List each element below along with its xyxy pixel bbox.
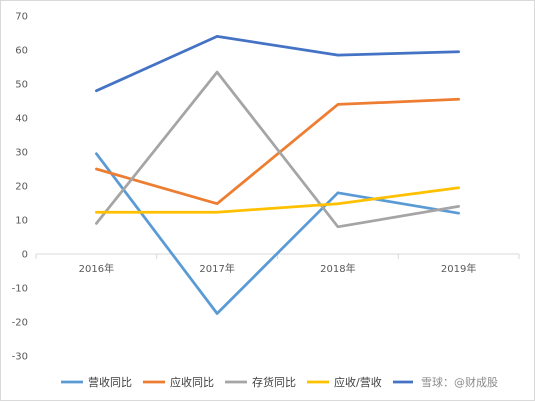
legend-label: 应收同比	[170, 375, 214, 389]
axes: -30 -20 -10 0 10 20 30 40 50 60 70 2016年 2017年 2018年 2…	[12, 12, 520, 363]
y-tick-label: 30	[15, 148, 28, 159]
series-line-5	[95, 35, 460, 93]
y-tick-label: -10	[12, 284, 28, 295]
series-line-2	[95, 97, 460, 206]
x-tick-label: 2016年	[79, 262, 114, 275]
y-tick-label: 60	[15, 46, 28, 57]
y-tick-label: 0	[22, 250, 28, 261]
y-tick-label: 20	[15, 182, 28, 193]
y-tick-label: 40	[15, 114, 28, 125]
series-line-3	[95, 70, 460, 229]
x-tick-label: 2018年	[320, 262, 355, 275]
y-tick-label: -20	[12, 318, 28, 329]
y-tick-label: -30	[12, 352, 28, 363]
y-tick-label: 70	[15, 12, 28, 23]
y-tick-label: 50	[15, 80, 28, 91]
legend: 营收同比 应收同比 存货同比 应收/营收	[61, 375, 413, 389]
watermark-text: 雪球：@财成股	[421, 375, 498, 389]
y-tick-label: 10	[15, 216, 28, 227]
legend-label: 营收同比	[88, 375, 132, 389]
series-line-4	[95, 186, 460, 214]
series-layer	[95, 35, 460, 315]
legend-label: 存货同比	[252, 375, 296, 389]
series-line-1	[95, 152, 460, 315]
x-tick-label: 2019年	[441, 262, 476, 275]
x-tick-label: 2017年	[199, 262, 234, 275]
legend-label: 应收/营收	[334, 375, 382, 389]
